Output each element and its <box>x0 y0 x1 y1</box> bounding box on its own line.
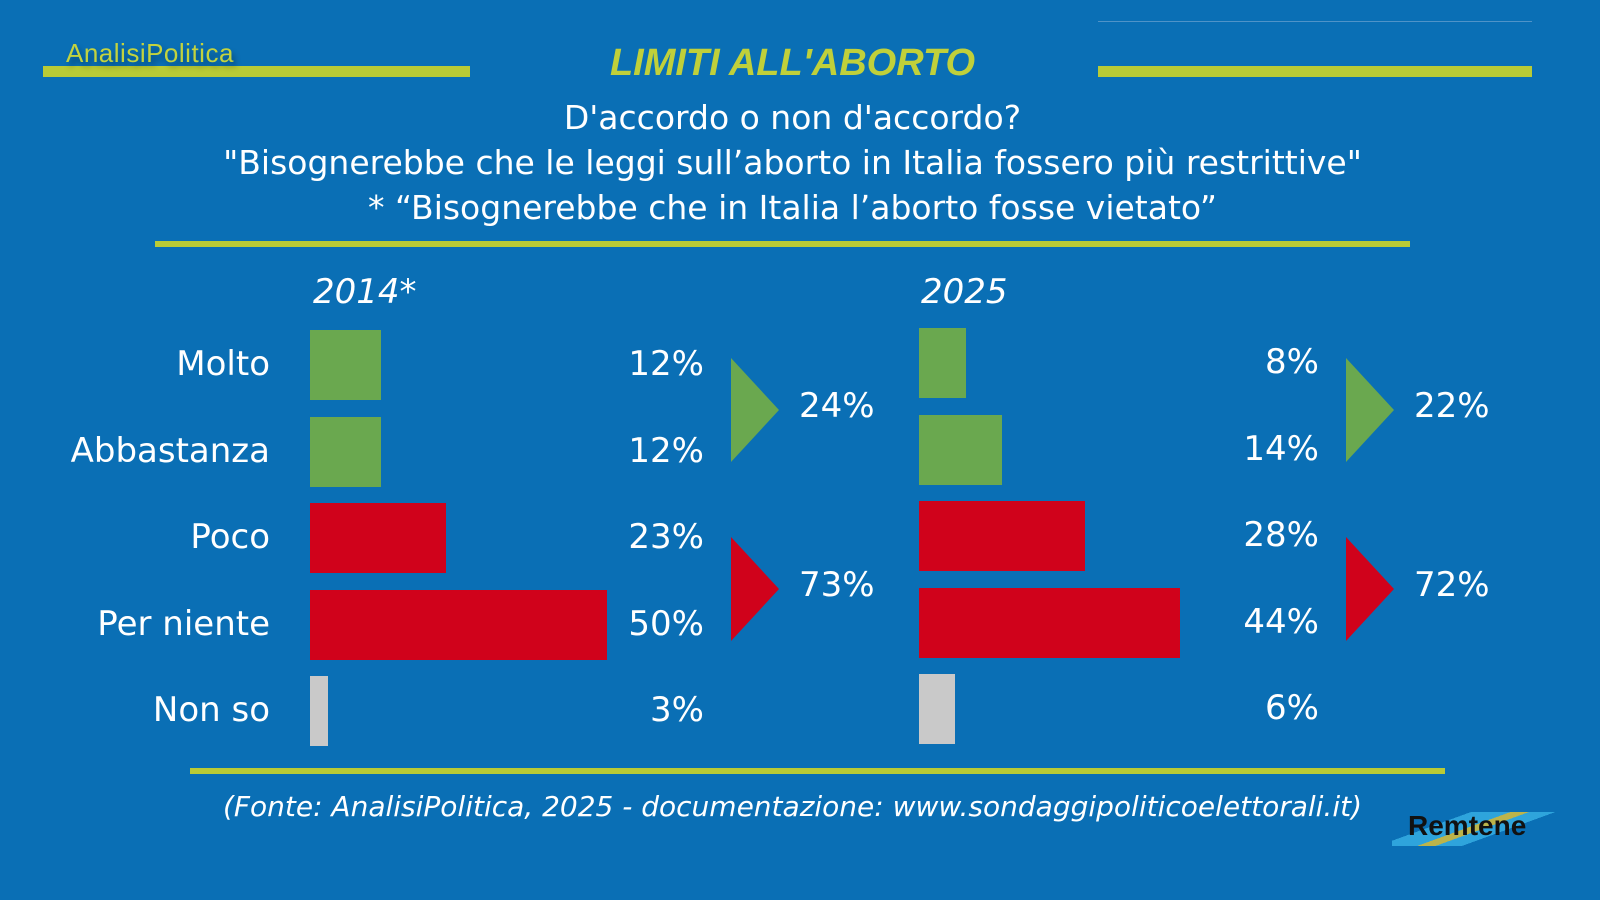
value-label: 50% <box>628 604 704 644</box>
bar-molto <box>310 330 382 400</box>
subtitle-question: D'accordo o non d'accordo? <box>563 98 1022 137</box>
disagree-total-label: 73% <box>799 565 875 605</box>
subtitle-statement-2014: * “Bisognerebbe che in Italia l’aborto f… <box>367 188 1218 227</box>
disagree-arrow-icon <box>1346 537 1394 641</box>
title-divider <box>155 241 1410 247</box>
value-label: 6% <box>1265 688 1319 728</box>
subtitle-statement-2025: "Bisognerebbe che le leggi sull’aborto i… <box>223 143 1362 182</box>
chart-year-label: 2025 <box>921 272 1008 312</box>
agree-total-label: 22% <box>1414 386 1490 426</box>
bar-abbastanza <box>310 417 382 487</box>
category-label: Poco <box>190 517 270 557</box>
category-label: Non so <box>152 690 270 730</box>
bar-per-niente <box>919 588 1180 658</box>
brand-logo: AnalisiPolitica <box>66 38 234 68</box>
value-label: 12% <box>628 344 704 384</box>
bar-molto <box>919 328 967 398</box>
agree-arrow-icon <box>1346 358 1394 462</box>
chart-year-label: 2014* <box>313 272 417 312</box>
bar-poco <box>310 503 447 573</box>
bar-per-niente <box>310 590 607 660</box>
footer-divider <box>190 768 1445 774</box>
bar-non-so <box>919 674 955 744</box>
header-thin-rule <box>1098 21 1532 22</box>
value-label: 3% <box>650 690 704 730</box>
value-label: 44% <box>1243 602 1319 642</box>
disagree-arrow-icon <box>731 537 779 641</box>
bar-non-so <box>310 676 328 746</box>
agree-total-label: 24% <box>799 386 875 426</box>
bar-poco <box>919 501 1086 571</box>
category-label: Abbastanza <box>70 431 270 471</box>
agree-arrow-icon <box>731 358 779 462</box>
value-label: 23% <box>628 517 704 557</box>
bar-abbastanza <box>919 415 1003 485</box>
disagree-total-label: 72% <box>1414 565 1490 605</box>
header-rule-right <box>1098 66 1532 77</box>
value-label: 14% <box>1243 429 1319 469</box>
value-label: 12% <box>628 431 704 471</box>
value-label: 28% <box>1243 515 1319 555</box>
category-label: Per niente <box>97 604 270 644</box>
source-note: (Fonte: AnalisiPolitica, 2025 - document… <box>222 790 1363 823</box>
partner-logo: Remtene <box>1408 810 1527 841</box>
chart-title: LIMITI ALL'ABORTO <box>609 42 976 84</box>
partner-logo-graphic <box>1392 812 1562 846</box>
value-label: 8% <box>1265 342 1319 382</box>
category-label: Molto <box>176 344 270 384</box>
header-rule-left <box>43 66 470 77</box>
